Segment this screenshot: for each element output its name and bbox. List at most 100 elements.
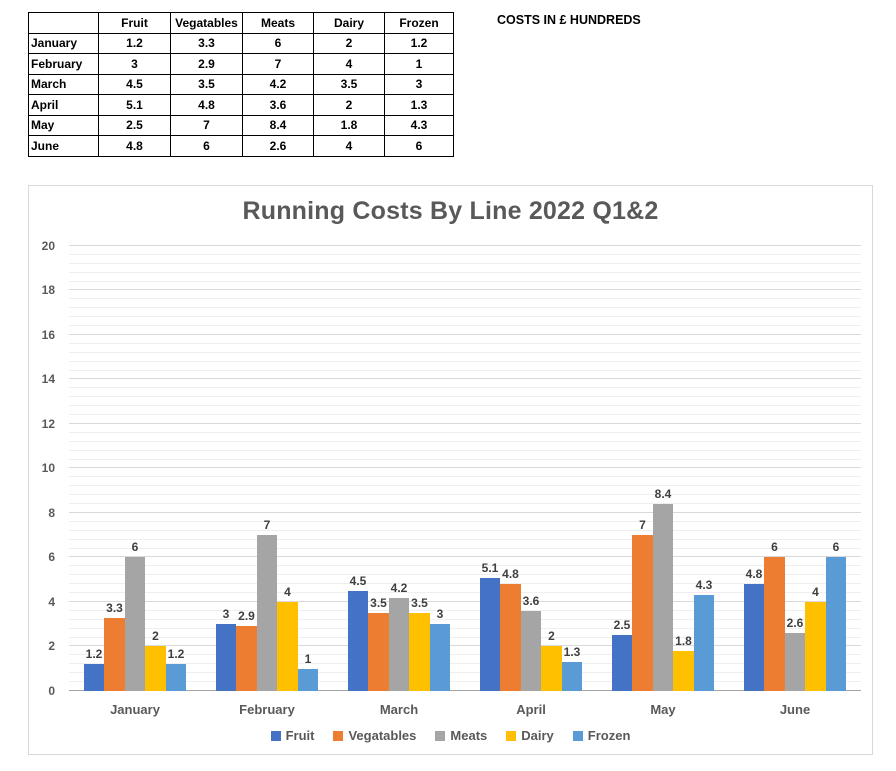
minor-gridline [69,281,861,282]
minor-gridline [69,298,861,299]
bar-vegatables [764,557,785,691]
table-cell[interactable]: 6 [242,32,314,54]
table-column-header[interactable]: Frozen [384,12,454,34]
major-gridline [69,512,861,513]
bar-data-label: 7 [263,518,271,532]
table-cell[interactable]: 3 [98,53,171,75]
bar-column: 4 [277,246,298,691]
table-cell[interactable]: 3.3 [170,32,243,54]
table-cell[interactable]: 3.6 [242,94,314,116]
chart-container[interactable]: Running Costs By Line 2022 Q1&2 0 2 4 6 8 10 1… [28,185,873,755]
table-row-header[interactable]: May [28,114,99,136]
bar-fruit [215,624,237,691]
table-row-header[interactable]: June [28,135,99,157]
legend-item-meats: Meats [435,728,487,743]
bar-vegatables [368,613,389,691]
table-cell[interactable]: 5.1 [98,94,171,116]
table-cell[interactable]: 6 [384,135,454,157]
bar-dairy [277,602,298,691]
table-cell[interactable]: 6 [170,135,243,157]
legend-swatch-icon [270,730,281,741]
table-cell[interactable]: 1.2 [384,32,454,54]
chart-title: Running Costs By Line 2022 Q1&2 [242,197,659,225]
table-cell[interactable]: 4.5 [98,73,171,95]
minor-gridline [69,387,861,388]
major-gridline [69,334,861,335]
table-cell[interactable]: 4 [313,53,385,75]
bar-data-label: 2 [152,629,159,643]
bar-fruit [347,591,369,691]
bar-frozen [165,664,187,691]
table-row-header[interactable]: January [28,32,99,54]
table-corner-cell[interactable] [28,12,99,34]
bar-data-label: 4.5 [349,574,367,588]
table-cell[interactable]: 4.2 [242,73,314,95]
major-gridline [69,601,861,602]
bar-vegatables [500,584,521,691]
table-cell[interactable]: 1 [384,53,454,75]
table-cell[interactable]: 8.4 [242,114,314,136]
table-cell[interactable]: 3.5 [170,73,243,95]
bar-fruit [83,664,105,691]
bar-fruit [743,584,765,691]
category-axis-label: March [379,702,419,717]
table-cell[interactable]: 4.8 [98,135,171,157]
legend-item-fruit: Fruit [270,728,314,743]
chart-legend: Fruit Vegatables Meats Dairy Frozen [29,728,872,743]
legend-swatch-icon [333,730,344,741]
table-column-header[interactable]: Meats [242,12,314,34]
table-cell[interactable]: 4.8 [170,94,243,116]
bar-data-label: 2.6 [786,616,804,630]
bar-meats [652,504,674,691]
table-row-header[interactable]: February [28,53,99,75]
minor-gridline [69,539,861,540]
table-column-header[interactable]: Fruit [98,12,171,34]
table-row: April 5.1 4.8 3.6 2 1.3 [28,94,454,116]
bar-data-label: 4 [812,585,819,599]
table-cell[interactable]: 1.3 [384,94,454,116]
y-axis-tick-label: 10 [41,461,55,475]
table-row-header[interactable]: March [28,73,99,95]
table-column-header[interactable]: Vegatables [170,12,243,34]
table-cell[interactable]: 2 [313,94,385,116]
table-row: June 4.8 6 2.6 4 6 [28,135,454,157]
table-cell[interactable]: 2.9 [170,53,243,75]
bar-column: 3.6 [520,246,542,691]
bar-column: 4.8 [743,246,765,691]
bar-dairy [409,613,430,691]
legend-swatch-icon [435,730,446,741]
legend-swatch-icon [572,730,583,741]
table-cell[interactable]: 3 [384,73,454,95]
minor-gridline [69,494,861,495]
minor-gridline [69,565,861,566]
bar-data-label: 3.5 [411,596,428,610]
table-cell[interactable]: 7 [170,114,243,136]
table-column-header[interactable]: Dairy [313,12,385,34]
table-cell[interactable]: 7 [242,53,314,75]
table-cell[interactable]: 2 [313,32,385,54]
minor-gridline [69,476,861,477]
table-cell[interactable]: 4 [313,135,385,157]
table-cell[interactable]: 1.8 [313,114,385,136]
bar-frozen [693,595,715,691]
bar-data-label: 4.8 [745,567,763,581]
table-cell[interactable]: 2.6 [242,135,314,157]
table-cell[interactable]: 3.5 [313,73,385,95]
minor-gridline [69,450,861,451]
bar-data-label: 2.9 [238,609,255,623]
major-gridline [69,556,861,557]
x-axis-line [69,690,861,691]
table-cell[interactable]: 2.5 [98,114,171,136]
bar-column: 1.3 [561,246,583,691]
costs-note[interactable]: COSTS IN £ HUNDREDS [497,13,641,27]
minor-gridline [69,619,861,620]
bar-data-label: 1.2 [85,647,103,661]
table-row-header[interactable]: April [28,94,99,116]
bar-data-label: 3.3 [106,601,123,615]
major-gridline [69,289,861,290]
bar-group: 4.5 3.5 4.2 3.5 3 [333,246,465,691]
table-cell[interactable]: 1.2 [98,32,171,54]
bar-data-label: 3 [436,607,444,621]
bar-column: 1.8 [673,246,694,691]
table-cell[interactable]: 4.3 [384,114,454,136]
